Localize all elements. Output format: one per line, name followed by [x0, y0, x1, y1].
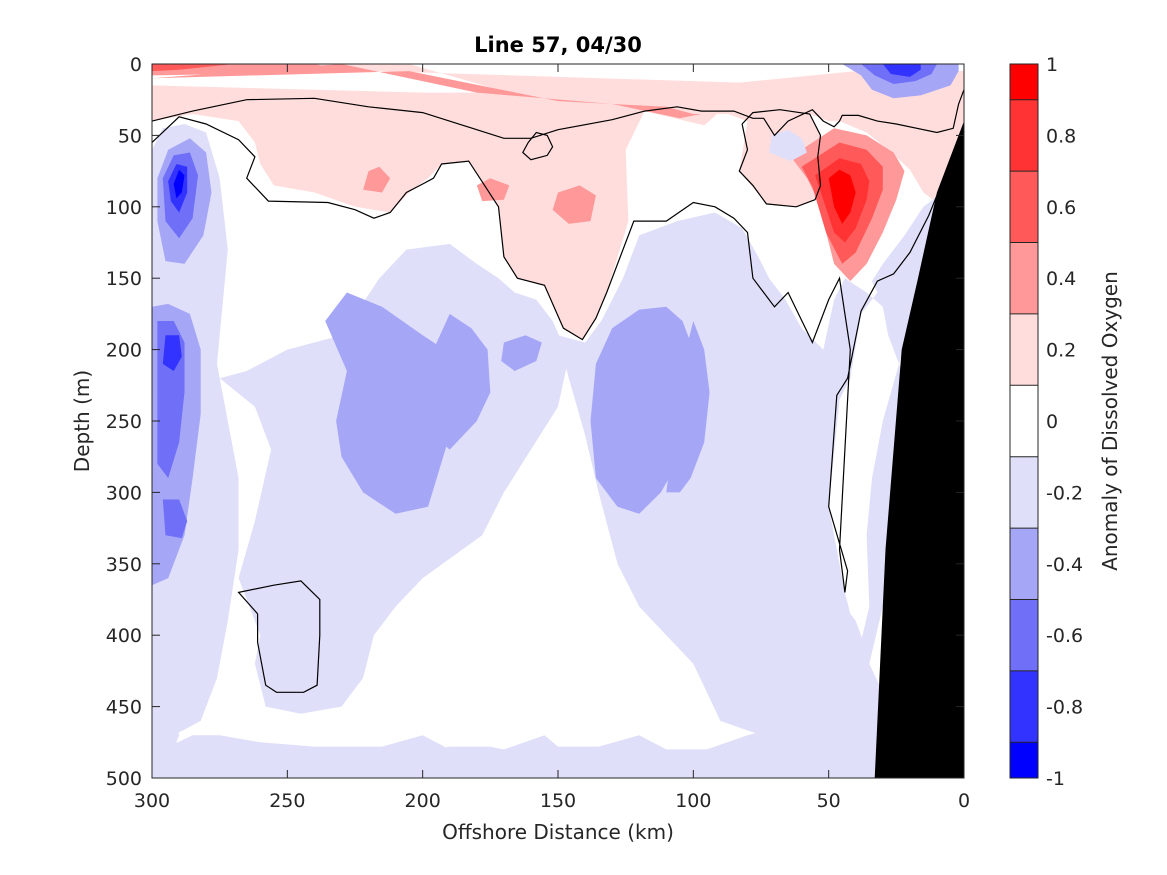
x-axis-label: Offshore Distance (km)	[442, 820, 674, 844]
zero-contour-line-1	[152, 89, 964, 139]
contour-region-34	[769, 129, 807, 162]
seafloor-topography	[874, 64, 964, 778]
x-tick-label: 300	[134, 790, 170, 812]
zero-contour-line-3	[522, 131, 554, 161]
zero-contour-line-0	[152, 116, 964, 593]
colorbar-swatch	[1010, 528, 1038, 600]
contour-region-18	[501, 335, 542, 371]
colorbar-swatch	[1010, 99, 1038, 172]
colorbar: 1 0.8 0.6 0.4 0.2 0 -0.2 -0.4 -0.6 -0.8 -1	[1009, 54, 1083, 790]
x-axis-ticks: 300 250 200 150 100 50 0	[134, 64, 970, 812]
zero-contour-line-2	[738, 109, 822, 208]
y-tick-label: 150	[106, 268, 142, 290]
contour-region-29	[162, 335, 182, 371]
colorbar-tick-label: 0.8	[1046, 125, 1076, 147]
contour-region-13	[152, 678, 180, 778]
contour-region-33	[882, 64, 921, 77]
y-tick-label: 50	[118, 125, 142, 147]
colorbar-swatch	[1010, 385, 1038, 457]
colorbar-tick-label: 1	[1046, 54, 1058, 76]
colorbar-swatch	[1010, 670, 1038, 743]
colorbar-swatch	[1010, 313, 1038, 386]
colorbar-swatch	[1010, 242, 1038, 314]
contour-region-11	[363, 166, 391, 193]
y-tick-label: 450	[106, 697, 142, 719]
contour-region-6	[828, 169, 856, 224]
zero-contours	[152, 89, 964, 693]
colorbar-tick-label: -0.2	[1046, 482, 1083, 504]
x-tick-label: 100	[675, 790, 711, 812]
colorbar-swatch	[1010, 599, 1038, 671]
contour-region-30	[162, 499, 188, 539]
colorbar-swatch	[1010, 64, 1038, 100]
colorbar-tick-label: 0	[1046, 411, 1058, 433]
contour-region-17	[428, 313, 491, 450]
contour-region-21	[382, 746, 564, 778]
y-tick-label: 300	[106, 482, 142, 504]
x-tick-label: 50	[817, 790, 841, 812]
seafloor-shape	[874, 64, 964, 778]
colorbar-tick-label: -1	[1046, 768, 1065, 790]
colorbar-tick-label: 0.4	[1046, 268, 1076, 290]
y-tick-label: 350	[106, 554, 142, 576]
chart-title: Line 57, 04/30	[474, 33, 642, 57]
y-tick-label: 200	[106, 340, 142, 362]
contour-region-22	[563, 753, 640, 778]
y-tick-label: 400	[106, 625, 142, 647]
colorbar-tick-label: 0.2	[1046, 340, 1076, 362]
colorbar-frame	[1009, 63, 1039, 779]
colorbar-tick-label: 0.6	[1046, 197, 1076, 219]
contour-region-2	[152, 64, 702, 119]
y-tick-label: 500	[106, 768, 142, 790]
x-tick-label: 200	[405, 790, 441, 812]
contour-region-14	[152, 121, 964, 778]
colorbar-swatch	[1010, 742, 1038, 778]
contour-region-9	[476, 178, 510, 202]
colorbar-tick-label: -0.4	[1046, 554, 1083, 576]
colorbar-swatch	[1010, 456, 1038, 529]
contour-region-8	[152, 64, 234, 72]
y-tick-label: 250	[106, 411, 142, 433]
x-tick-label: 150	[540, 790, 576, 812]
x-tick-label: 250	[269, 790, 305, 812]
contour-region-20	[666, 321, 710, 493]
y-axis-ticks: 0 50 100 150 200 250 300 350 400 450 500	[106, 54, 964, 790]
contour-region-26	[173, 169, 185, 199]
contour-region-16	[325, 292, 466, 514]
x-tick-label: 0	[958, 790, 970, 812]
contour-region-10	[552, 185, 596, 224]
zero-contour-line-4	[237, 580, 321, 693]
colorbar-tick-label: -0.6	[1046, 625, 1083, 647]
colorbar-tick-label: -0.8	[1046, 697, 1083, 719]
y-tick-label: 100	[106, 197, 142, 219]
y-axis-label: Depth (m)	[70, 370, 94, 472]
colorbar-swatch	[1010, 171, 1038, 243]
colorbar-label: Anomaly of Dissolved Oxygen	[1098, 271, 1122, 571]
y-tick-label: 0	[130, 54, 142, 76]
